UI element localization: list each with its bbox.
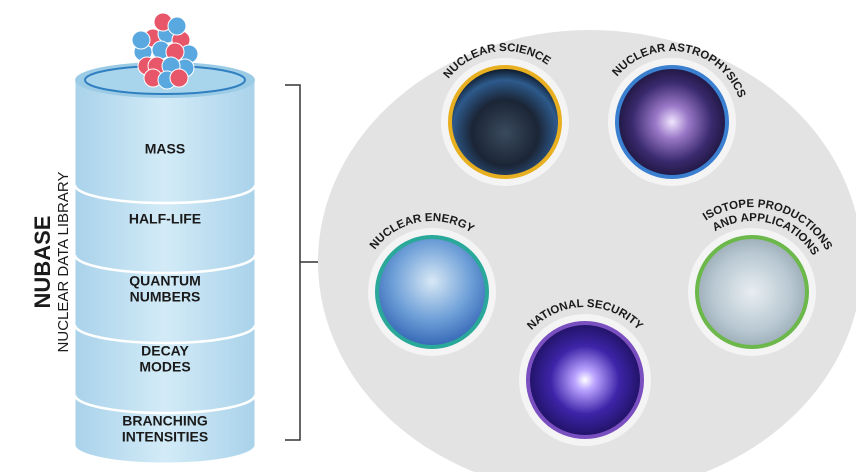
nucleon — [169, 68, 189, 88]
layer-separator — [73, 184, 257, 205]
layer-label: QUANTUM — [129, 273, 201, 289]
app-image — [448, 65, 562, 179]
app-image — [526, 321, 644, 439]
nucleon — [167, 16, 187, 36]
app-image — [615, 65, 729, 179]
bracket — [285, 84, 322, 441]
layer-label: MODES — [139, 359, 190, 375]
library-title: NUBASE — [30, 216, 55, 309]
library-subtitle: NUCLEAR DATA LIBRARY — [55, 172, 72, 353]
app-image — [695, 235, 809, 349]
layer-label: MASS — [145, 141, 185, 157]
layer-label: DECAY — [141, 343, 189, 359]
layer-label: HALF-LIFE — [129, 211, 201, 227]
layer-label: NUMBERS — [130, 289, 201, 305]
layer-separator — [73, 324, 257, 345]
cylinder-body — [74, 79, 256, 464]
app-image — [375, 235, 489, 349]
layer-separator — [73, 254, 257, 275]
nucleon — [131, 30, 151, 50]
layer-separator — [73, 394, 257, 415]
layer-label: BRANCHING — [122, 413, 208, 429]
library: NUBASE NUCLEAR DATA LIBRARY MASS HALF-LIF… — [30, 12, 322, 464]
nucleus-icon — [131, 12, 199, 90]
layer-label: INTENSITIES — [122, 429, 208, 445]
